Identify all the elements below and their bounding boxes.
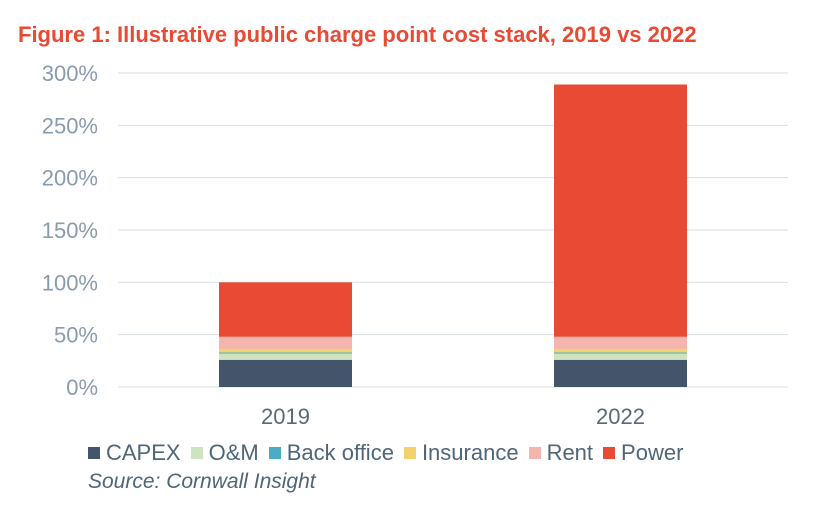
legend-item: Insurance xyxy=(403,440,519,466)
bar-segment-power-2022 xyxy=(554,84,687,337)
bar-segment-capex-2019 xyxy=(219,359,352,387)
stacked-bars xyxy=(219,84,687,387)
y-tick-label: 50% xyxy=(54,323,98,348)
x-category-label: 2019 xyxy=(261,404,310,429)
legend-swatch xyxy=(403,447,416,459)
legend-item: O&M xyxy=(190,440,259,466)
y-tick-label: 200% xyxy=(42,166,98,191)
bar-segment-rent-2022 xyxy=(554,336,687,350)
legend-label: Rent xyxy=(546,440,594,465)
y-tick-label: 0% xyxy=(66,375,98,400)
gridlines xyxy=(118,72,788,388)
bar-segment-rent-2019 xyxy=(219,336,352,350)
source-note: Source: Cornwall Insight xyxy=(88,470,316,493)
legend-label: O&M xyxy=(208,440,259,465)
legend-swatch xyxy=(190,447,203,459)
legend-swatch xyxy=(603,447,616,459)
legend-swatch xyxy=(528,447,541,459)
legend-swatch xyxy=(88,447,100,459)
legend-label: Insurance xyxy=(421,440,519,465)
y-tick-label: 250% xyxy=(42,113,98,138)
legend-swatch xyxy=(268,447,281,459)
y-tick-label: 300% xyxy=(42,61,98,86)
legend-label: CAPEX xyxy=(106,440,181,465)
legend-item: CAPEX xyxy=(88,440,181,466)
bar-segment-back-office-2022 xyxy=(554,352,687,354)
bar-segment-capex-2022 xyxy=(554,359,687,387)
legend-item: Rent xyxy=(528,440,594,466)
bar-segment-insurance-2019 xyxy=(219,349,352,353)
y-tick-label: 150% xyxy=(42,218,98,243)
y-axis-tick-labels: 0% 50% 100% 150% 200% 250% 300% xyxy=(42,61,98,400)
bar-segment-back-office-2019 xyxy=(219,352,352,354)
legend-label: Power xyxy=(621,440,684,465)
y-tick-label: 100% xyxy=(42,270,98,295)
bar-segment-insurance-2022 xyxy=(554,349,687,353)
legend-label: Back office xyxy=(286,440,394,465)
bar-segment-o-m-2022 xyxy=(554,353,687,360)
x-category-label: 2022 xyxy=(596,404,645,429)
legend: CAPEX O&M Back office Insurance Rent Power xyxy=(88,440,693,466)
x-axis-category-labels: 2019 2022 xyxy=(261,404,645,429)
bar-segment-power-2019 xyxy=(219,282,352,337)
chart-title: Figure 1: Illustrative public charge poi… xyxy=(18,22,697,47)
legend-item: Back office xyxy=(268,440,394,466)
legend-item: Power xyxy=(603,440,683,466)
bar-segment-o-m-2019 xyxy=(219,353,352,360)
